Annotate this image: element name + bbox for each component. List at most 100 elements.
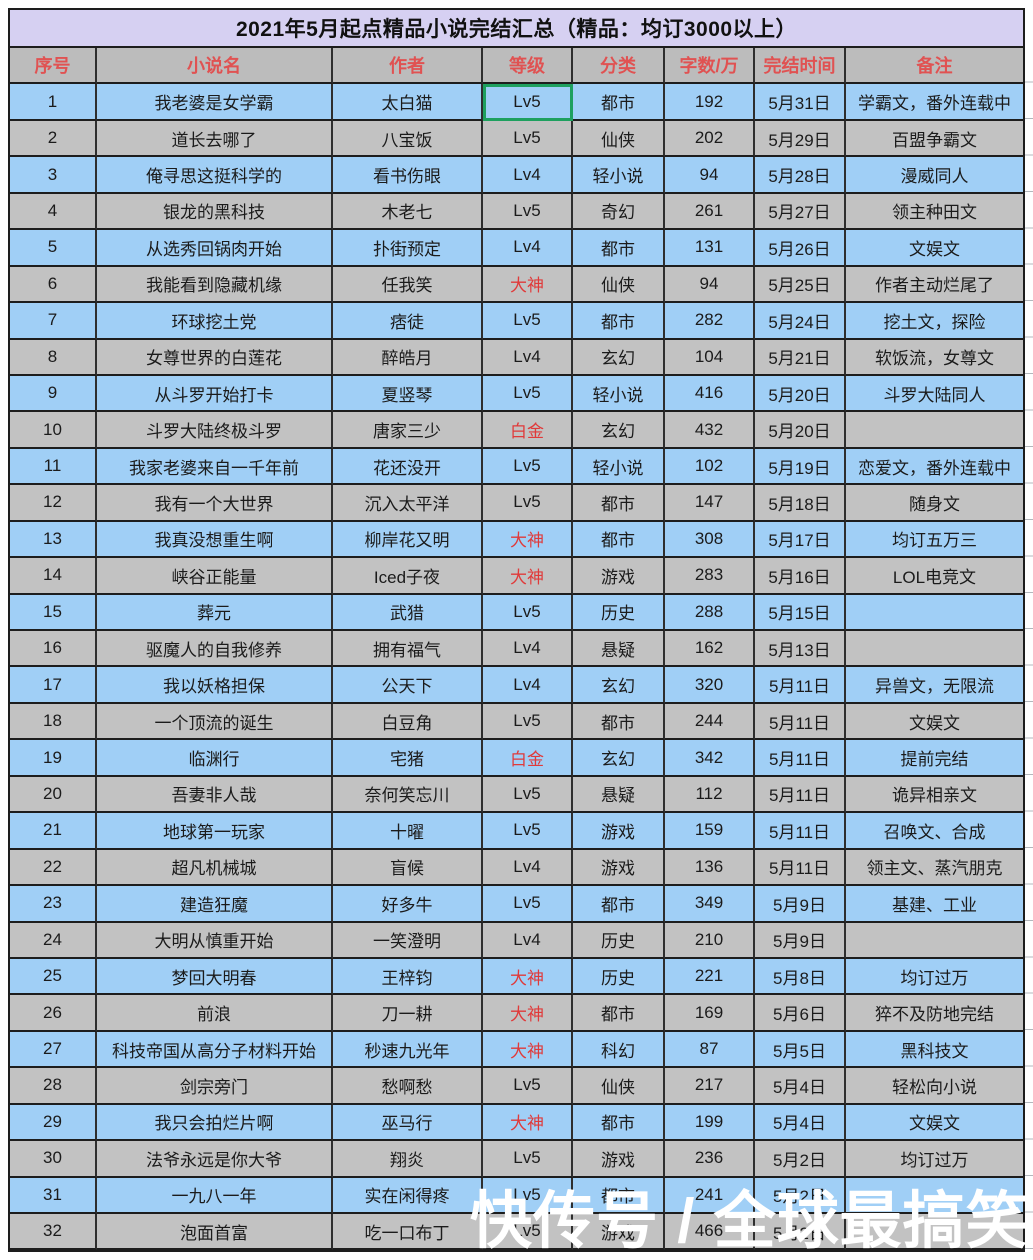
cell-author[interactable]: 秒速九光年 [333,1031,483,1069]
cell-category[interactable]: 玄幻 [573,740,665,777]
cell-note[interactable]: 学霸文，番外连载中 [846,84,1023,121]
cell-author[interactable]: 武猎 [333,594,483,631]
cell-title[interactable]: 法爷永远是你大爷 [97,1141,333,1178]
cell-author[interactable]: 十曜 [333,813,483,850]
column-header-2[interactable]: 作者 [333,48,483,85]
cell-note[interactable]: 轻松向小说 [846,1068,1023,1105]
cell-category[interactable]: 都市 [573,995,665,1032]
cell-no[interactable]: 22 [10,849,97,887]
cell-author[interactable]: 翔炎 [333,1141,483,1178]
cell-note[interactable]: 漫威同人 [846,157,1023,194]
cell-words[interactable]: 466 [665,1214,755,1251]
cell-category[interactable]: 仙侠 [573,120,665,158]
cell-title[interactable]: 我能看到隐藏机缘 [97,266,333,304]
cell-note[interactable]: 领主文、蒸汽朋克 [846,849,1023,887]
cell-title[interactable]: 大明从慎重开始 [97,922,333,959]
cell-title[interactable]: 建造狂魔 [97,886,333,923]
cell-category[interactable]: 都市 [573,703,665,741]
cell-level[interactable]: Lv4 [483,230,573,267]
cell-date[interactable]: 5月24日 [755,303,846,340]
cell-note[interactable]: 软饭流，女尊文 [846,339,1023,376]
cell-level[interactable]: Lv4 [483,922,573,959]
cell-note[interactable]: 斗罗大陆同人 [846,375,1023,413]
cell-date[interactable]: 5月11日 [755,813,846,850]
cell-no[interactable]: 23 [10,886,97,923]
cell-note[interactable]: 作者主动烂尾了 [846,266,1023,304]
cell-level[interactable]: Lv5 [483,448,573,486]
cell-no[interactable]: 20 [10,776,97,814]
cell-category[interactable]: 游戏 [573,813,665,850]
cell-no[interactable]: 5 [10,230,97,267]
cell-date[interactable]: 5月6日 [755,995,846,1032]
cell-title[interactable]: 临渊行 [97,740,333,777]
cell-note[interactable]: 异兽文，无限流 [846,667,1023,704]
cell-note[interactable] [846,412,1023,449]
cell-category[interactable]: 仙侠 [573,1068,665,1105]
cell-date[interactable]: 5月13日 [755,631,846,668]
cell-category[interactable]: 都市 [573,485,665,522]
cell-note[interactable]: 文娱文 [846,1104,1023,1142]
cell-title[interactable]: 驱魔人的自我修养 [97,631,333,668]
cell-author[interactable]: 柳岸花又明 [333,521,483,559]
cell-category[interactable]: 历史 [573,594,665,631]
cell-date[interactable]: 5月18日 [755,485,846,522]
cell-author[interactable]: 看书伤眼 [333,157,483,194]
cell-level[interactable]: Lv4 [483,849,573,887]
cell-level[interactable]: Lv4 [483,667,573,704]
cell-no[interactable]: 11 [10,448,97,486]
cell-note[interactable]: 百盟争霸文 [846,120,1023,158]
cell-level[interactable]: Lv5 [483,303,573,340]
cell-words[interactable]: 210 [665,922,755,959]
cell-title[interactable]: 我真没想重生啊 [97,521,333,559]
cell-level[interactable]: Lv5 [483,1141,573,1178]
cell-no[interactable]: 8 [10,339,97,376]
cell-author[interactable]: 夏竖琴 [333,375,483,413]
cell-note[interactable]: 恋爱文，番外连载中 [846,448,1023,486]
cell-level[interactable]: 大神 [483,266,573,304]
cell-title[interactable]: 前浪 [97,995,333,1032]
cell-date[interactable]: 5月27日 [755,193,846,231]
cell-category[interactable]: 游戏 [573,558,665,595]
cell-title[interactable]: 地球第一玩家 [97,813,333,850]
cell-date[interactable]: 5月11日 [755,740,846,777]
cell-category[interactable]: 都市 [573,1104,665,1142]
cell-category[interactable]: 游戏 [573,849,665,887]
cell-words[interactable]: 432 [665,412,755,449]
cell-category[interactable]: 都市 [573,84,665,121]
cell-category[interactable]: 都市 [573,886,665,923]
cell-author[interactable]: 刀一耕 [333,995,483,1032]
column-header-6[interactable]: 完结时间 [755,48,846,85]
cell-no[interactable]: 10 [10,412,97,449]
cell-title[interactable]: 我以妖格担保 [97,667,333,704]
cell-level[interactable]: 大神 [483,558,573,595]
cell-level[interactable]: Lv5 [483,886,573,923]
cell-category[interactable]: 悬疑 [573,776,665,814]
cell-no[interactable]: 29 [10,1104,97,1142]
cell-category[interactable]: 奇幻 [573,193,665,231]
cell-note[interactable]: 基建、工业 [846,886,1023,923]
cell-author[interactable]: 沉入太平洋 [333,485,483,522]
cell-words[interactable]: 308 [665,521,755,559]
cell-no[interactable]: 16 [10,631,97,668]
cell-words[interactable]: 282 [665,303,755,340]
cell-level[interactable]: Lv5 [483,375,573,413]
cell-category[interactable]: 都市 [573,303,665,340]
cell-words[interactable]: 94 [665,266,755,304]
cell-date[interactable]: 5月19日 [755,448,846,486]
cell-author[interactable]: 拥有福气 [333,631,483,668]
cell-level[interactable]: 大神 [483,1031,573,1069]
cell-no[interactable]: 2 [10,120,97,158]
cell-category[interactable]: 都市 [573,1177,665,1214]
cell-note[interactable]: 均订五万三 [846,521,1023,559]
cell-level[interactable]: 白金 [483,412,573,449]
cell-date[interactable]: 5月28日 [755,157,846,194]
cell-no[interactable]: 31 [10,1177,97,1214]
cell-no[interactable]: 18 [10,703,97,741]
cell-note[interactable]: 均订过万 [846,958,1023,996]
cell-level[interactable]: Lv4 [483,339,573,376]
cell-author[interactable]: 八宝饭 [333,120,483,158]
cell-no[interactable]: 9 [10,375,97,413]
cell-words[interactable]: 104 [665,339,755,376]
cell-words[interactable]: 241 [665,1177,755,1214]
cell-words[interactable]: 416 [665,375,755,413]
